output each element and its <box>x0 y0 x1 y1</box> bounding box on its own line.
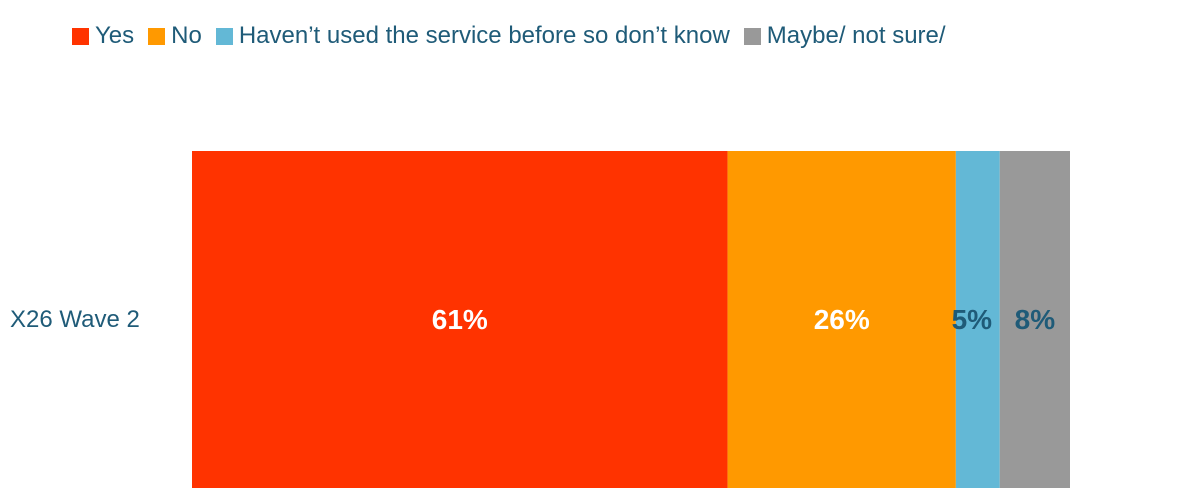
legend-label-yes: Yes <box>95 22 135 49</box>
legend-item-maybe: Maybe/ not sure/ <box>743 22 946 50</box>
legend-item-havent-used: Haven’t used the service before so don’t… <box>215 22 730 50</box>
data-label-yes: 61% <box>432 304 488 335</box>
chart-legend: Yes No Haven’t used the service before s… <box>72 22 946 50</box>
data-label-haven-t-used-the-service-before-so-don-t-know: 5% <box>952 304 993 335</box>
legend-swatch-havent-used <box>215 27 233 45</box>
legend-swatch-no <box>148 27 166 45</box>
legend-label-no: No <box>171 22 202 49</box>
legend-item-no: No <box>148 22 202 50</box>
bar-segment-no <box>727 151 956 488</box>
bar-segment-haven-t-used-the-service-before-so-don-t-know <box>955 151 1000 488</box>
bar-segment-maybe-not-sure <box>999 151 1070 488</box>
legend-swatch-maybe <box>743 27 761 45</box>
legend-item-yes: Yes <box>72 22 134 50</box>
data-label-no: 26% <box>814 304 870 335</box>
data-label-maybe-not-sure: 8% <box>1015 304 1056 335</box>
bar-segment-yes <box>192 151 728 488</box>
legend-label-havent-used: Haven’t used the service before so don’t… <box>238 22 730 49</box>
category-label: X26 Wave 2 <box>10 306 140 333</box>
legend-swatch-yes <box>72 27 89 45</box>
legend-label-maybe: Maybe/ not sure/ <box>766 22 946 49</box>
